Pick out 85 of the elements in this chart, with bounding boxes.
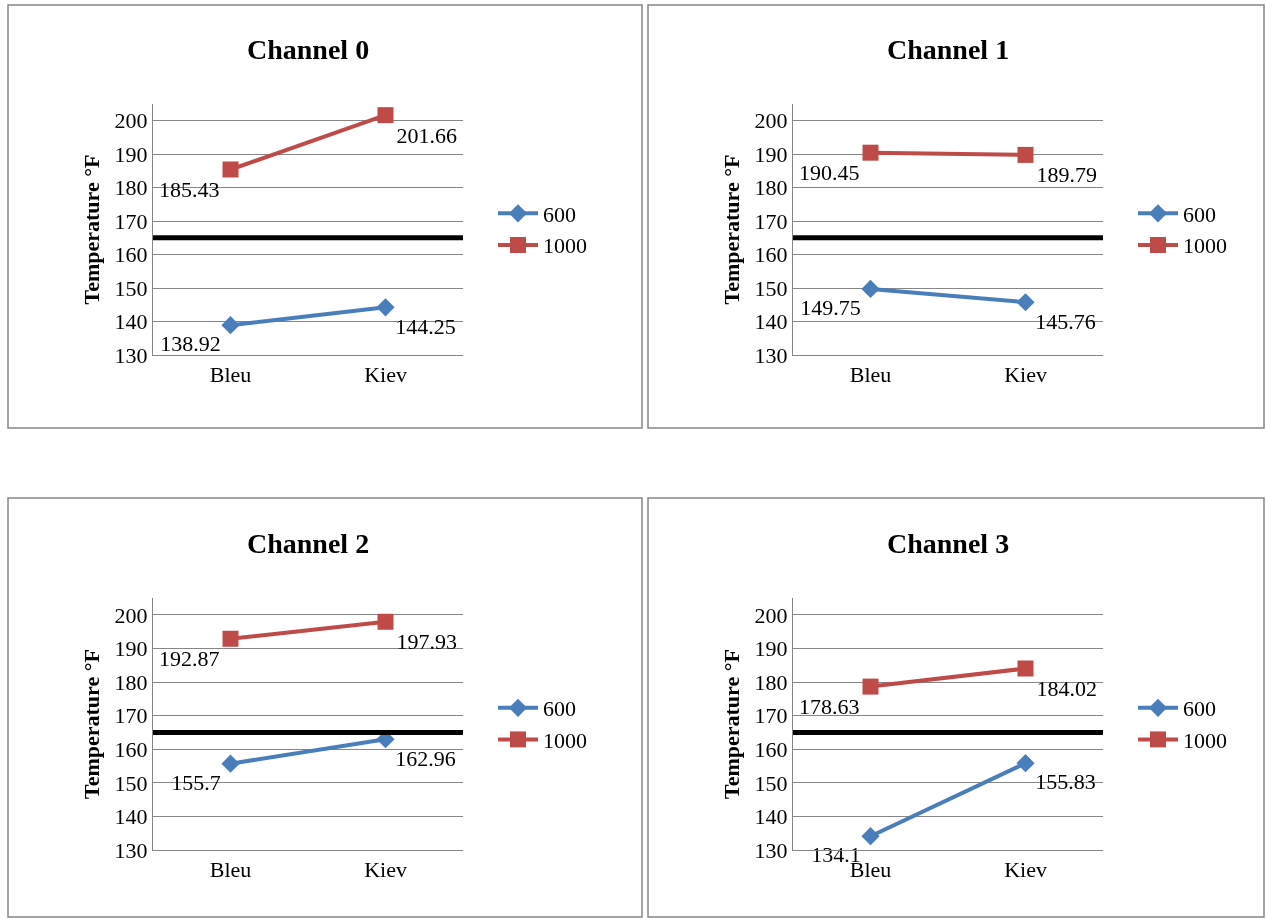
x-tick-label: Kiev (364, 362, 407, 388)
y-tick-label: 170 (114, 703, 148, 729)
y-axis-title: Temperature °F (79, 649, 105, 799)
y-tick-label: 180 (114, 175, 148, 201)
y-tick-label: 200 (114, 602, 148, 628)
data-label: 201.66 (396, 122, 457, 148)
y-tick-label: 180 (754, 669, 788, 695)
y-tick-label: 200 (754, 602, 788, 628)
y-tick-label: 180 (754, 175, 788, 201)
y-axis-title: Temperature °F (719, 154, 745, 305)
legend-label: 1000 (1183, 233, 1227, 259)
legend-label: 600 (1183, 696, 1216, 722)
y-tick-label: 200 (114, 108, 148, 134)
y-tick-label: 170 (754, 208, 788, 234)
point (1016, 754, 1035, 773)
x-tick-label: Kiev (1004, 362, 1047, 388)
x-tick-label: Kiev (364, 857, 407, 883)
point (862, 144, 879, 161)
data-label: 162.96 (395, 745, 456, 771)
point (1017, 660, 1034, 677)
point (222, 630, 239, 647)
y-axis-title: Temperature °F (719, 649, 745, 799)
x-tick-label: Kiev (1004, 857, 1047, 883)
data-label: 192.87 (159, 646, 220, 672)
x-tick-label: Bleu (209, 362, 252, 388)
y-tick-label: 190 (114, 636, 148, 662)
legend-label: 1000 (543, 233, 587, 259)
data-label: 190.45 (799, 160, 860, 186)
y-tick-label: 160 (114, 242, 148, 268)
y-tick-label: 180 (114, 669, 148, 695)
point (222, 161, 239, 178)
data-label: 178.63 (799, 694, 860, 720)
data-label: 189.79 (1036, 162, 1097, 188)
y-tick-label: 150 (754, 275, 788, 301)
y-tick-label: 190 (754, 141, 788, 167)
y-tick-label: 140 (754, 309, 788, 335)
legend-label: 1000 (1183, 727, 1227, 753)
point (221, 754, 240, 773)
legend-label: 600 (1183, 201, 1216, 227)
y-tick-label: 200 (754, 108, 788, 134)
data-label: 149.75 (800, 295, 861, 321)
point (861, 827, 880, 846)
y-tick-label: 140 (114, 309, 148, 335)
y-tick-label: 190 (114, 141, 148, 167)
data-label: 138.92 (160, 331, 221, 357)
x-tick-label: Bleu (209, 857, 252, 883)
y-tick-label: 160 (754, 736, 788, 762)
y-tick-label: 170 (754, 703, 788, 729)
y-tick-label: 130 (114, 342, 148, 368)
y-tick-label: 150 (754, 770, 788, 796)
y-tick-label: 130 (114, 837, 148, 863)
y-tick-label: 170 (114, 208, 148, 234)
data-label: 197.93 (396, 629, 457, 655)
point (861, 279, 880, 298)
legend-label: 600 (543, 201, 576, 227)
point (377, 613, 394, 630)
data-label: 155.7 (171, 769, 221, 795)
data-label: 155.83 (1035, 769, 1096, 795)
y-tick-label: 130 (754, 342, 788, 368)
y-tick-label: 160 (114, 736, 148, 762)
y-tick-label: 140 (754, 804, 788, 830)
chart-title: Channel 1 (887, 34, 1010, 65)
point (377, 107, 394, 124)
y-tick-label: 140 (114, 804, 148, 830)
legend-label: 1000 (543, 727, 587, 753)
chart-title: Channel 0 (247, 34, 370, 65)
x-tick-label: Bleu (849, 362, 892, 388)
y-tick-label: 160 (754, 242, 788, 268)
y-axis-title: Temperature °F (79, 154, 105, 305)
y-tick-label: 190 (754, 636, 788, 662)
point (221, 316, 240, 335)
data-label: 145.76 (1035, 308, 1096, 334)
data-label: 184.02 (1036, 675, 1097, 701)
legend-label: 600 (543, 696, 576, 722)
y-tick-label: 150 (114, 275, 148, 301)
point (1017, 146, 1034, 163)
point (1016, 293, 1035, 312)
point (862, 678, 879, 695)
point (376, 298, 395, 317)
y-tick-label: 130 (754, 837, 788, 863)
data-label: 185.43 (159, 176, 220, 202)
y-tick-label: 150 (114, 770, 148, 796)
chart-title: Channel 2 (247, 528, 370, 559)
data-label: 144.25 (395, 313, 456, 339)
chart-title: Channel 3 (887, 528, 1010, 559)
